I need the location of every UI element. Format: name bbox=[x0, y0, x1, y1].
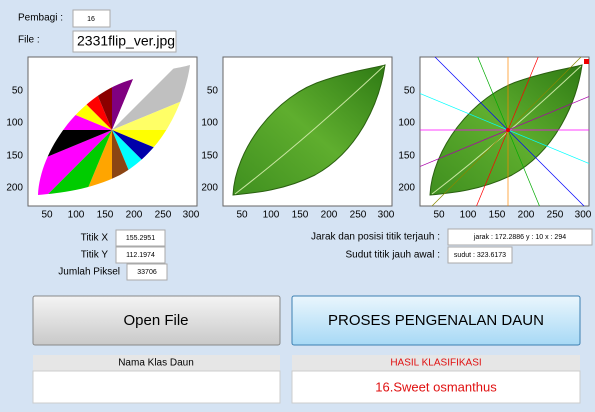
y-tick-label: 50 bbox=[12, 86, 24, 97]
file-label: File : bbox=[18, 35, 40, 46]
pembagi-label: Pembagi : bbox=[18, 13, 63, 24]
nama-klas-title: Nama Klas Daun bbox=[118, 358, 194, 369]
x-tick-label: 300 bbox=[378, 210, 395, 221]
x-tick-label: 300 bbox=[575, 210, 592, 221]
measure-label: Titik Y bbox=[81, 250, 109, 261]
x-tick-label: 50 bbox=[41, 210, 53, 221]
measure-value: 112.1974 bbox=[126, 252, 155, 259]
nama-klas-box bbox=[33, 371, 280, 403]
y-tick-label: 200 bbox=[6, 183, 23, 194]
x-tick-label: 250 bbox=[547, 210, 564, 221]
hasil-value: 16.Sweet osmanthus bbox=[375, 379, 497, 394]
y-tick-label: 150 bbox=[6, 151, 23, 162]
x-tick-label: 150 bbox=[489, 210, 506, 221]
file-value: 2331flip_ver.jpg bbox=[77, 33, 175, 49]
x-tick-label: 100 bbox=[460, 210, 477, 221]
farthest-point bbox=[584, 59, 589, 64]
measure-label: Jumlah Piksel bbox=[58, 267, 120, 278]
app-window: Pembagi : 16 File : 2331flip_ver.jpg 50 1… bbox=[0, 0, 595, 412]
x-tick-label: 150 bbox=[292, 210, 309, 221]
y-tick-label: 50 bbox=[207, 86, 219, 97]
x-tick-label: 300 bbox=[183, 210, 200, 221]
info-value: sudut : 323.6173 bbox=[454, 252, 506, 259]
open-file-label: Open File bbox=[123, 312, 188, 329]
x-tick-label: 150 bbox=[97, 210, 114, 221]
centroid bbox=[506, 128, 510, 132]
x-tick-label: 100 bbox=[263, 210, 280, 221]
x-tick-label: 50 bbox=[433, 210, 445, 221]
x-tick-label: 100 bbox=[68, 210, 85, 221]
x-tick-label: 250 bbox=[155, 210, 172, 221]
measure-value: 155.2951 bbox=[126, 235, 155, 242]
x-tick-label: 200 bbox=[126, 210, 143, 221]
info-label: Sudut titik jauh awal : bbox=[346, 250, 441, 261]
pembagi-value: 16 bbox=[87, 16, 95, 23]
y-tick-label: 100 bbox=[398, 118, 415, 129]
hasil-title: HASIL KLASIFIKASI bbox=[390, 358, 481, 369]
x-tick-label: 250 bbox=[350, 210, 367, 221]
x-tick-label: 200 bbox=[518, 210, 535, 221]
x-tick-label: 50 bbox=[236, 210, 248, 221]
y-tick-label: 150 bbox=[201, 151, 218, 162]
y-tick-label: 200 bbox=[201, 183, 218, 194]
y-tick-label: 100 bbox=[6, 118, 23, 129]
y-tick-label: 50 bbox=[404, 86, 416, 97]
image-axes: 50 100 150 200 250 300 50 100 150 200 bbox=[201, 57, 394, 221]
y-tick-label: 100 bbox=[201, 118, 218, 129]
measure-value: 33706 bbox=[137, 269, 157, 276]
measure-label: Titik X bbox=[81, 233, 109, 244]
info-label: Jarak dan posisi titik terjauh : bbox=[311, 232, 440, 243]
info-value: jarak : 172.2886 y : 10 x : 294 bbox=[473, 234, 566, 241]
proses-label: PROSES PENGENALAN DAUN bbox=[328, 312, 544, 329]
y-tick-label: 150 bbox=[398, 151, 415, 162]
y-tick-label: 200 bbox=[398, 183, 415, 194]
x-tick-label: 200 bbox=[321, 210, 338, 221]
